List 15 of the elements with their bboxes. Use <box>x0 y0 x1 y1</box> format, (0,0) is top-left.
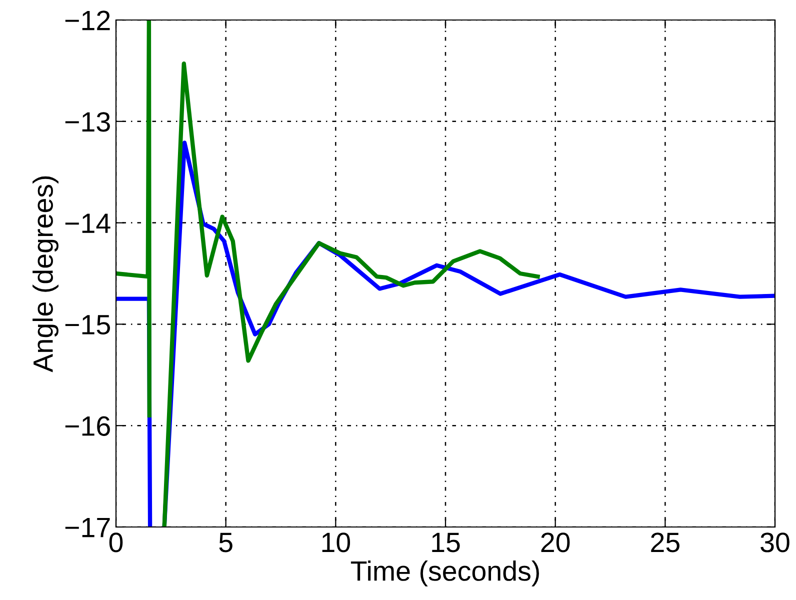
y-axis-title: Angle (degrees) <box>32 176 58 372</box>
x-tick-label: 25 <box>651 532 680 552</box>
x-tick-label: 20 <box>541 532 570 552</box>
x-axis-title: Time (seconds) <box>350 560 539 586</box>
y-tick-label: −17 <box>65 518 110 538</box>
y-tick-label: −13 <box>65 112 110 132</box>
x-tick-label: 30 <box>760 532 790 552</box>
x-tick-label: 0 <box>109 532 123 552</box>
y-tick-label: −15 <box>65 315 110 335</box>
x-tick-label: 10 <box>322 532 350 552</box>
y-tick-label: −12 <box>65 10 110 30</box>
y-tick-label: −16 <box>65 416 110 436</box>
x-tick-label: 15 <box>432 532 460 552</box>
y-tick-label: −14 <box>65 214 110 233</box>
x-tick-label: 5 <box>219 532 232 552</box>
